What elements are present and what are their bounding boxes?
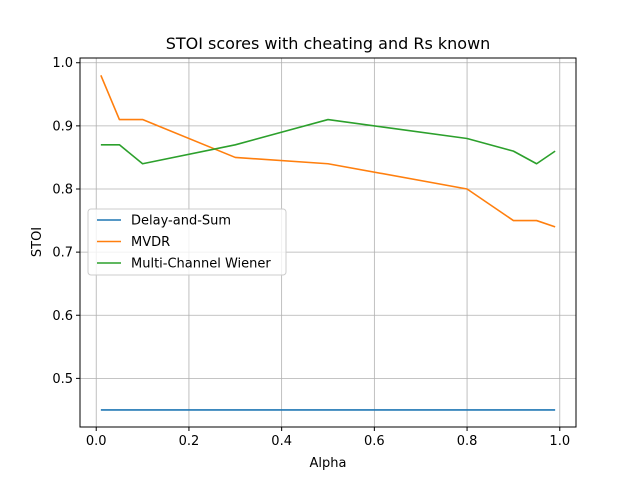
plot-frame bbox=[79, 57, 577, 428]
series-line-multi-channel-wiener bbox=[100, 118, 556, 165]
legend-box bbox=[87, 208, 287, 276]
legend-label: Multi-Channel Wiener bbox=[131, 257, 271, 272]
x-tick-label: 0.2 bbox=[179, 434, 200, 449]
x-tick-label: 0.8 bbox=[457, 434, 478, 449]
x-tick-label: 0.4 bbox=[271, 434, 292, 449]
x-axis-label: Alpha bbox=[310, 456, 347, 471]
series-line-mvdr bbox=[100, 75, 556, 228]
grid-layer bbox=[80, 58, 576, 427]
series-layer bbox=[100, 75, 556, 411]
y-tick-label: 1.0 bbox=[52, 56, 73, 71]
y-tick-label: 0.9 bbox=[52, 119, 73, 134]
y-tick-label: 0.7 bbox=[52, 246, 73, 261]
x-tick-label: 0.0 bbox=[86, 434, 107, 449]
y-tick-label: 0.6 bbox=[52, 309, 73, 324]
legend-label: Delay-and-Sum bbox=[131, 214, 231, 229]
ticks-layer: 0.0 0.2 0.4 0.6 0.8 1.0 0.5 0.6 0.7 0.8 0.9 1.0 bbox=[52, 56, 570, 449]
x-tick-label: 0.6 bbox=[364, 434, 385, 449]
y-tick-label: 0.5 bbox=[52, 372, 73, 387]
x-tick-label: 1.0 bbox=[549, 434, 570, 449]
chart-title: STOI scores with cheating and Rs known bbox=[166, 34, 491, 53]
legend: Delay-and-Sum MVDR Multi-Channel Wiener bbox=[87, 208, 287, 276]
y-tick-label: 0.8 bbox=[52, 182, 73, 197]
y-axis-label: STOI bbox=[30, 227, 45, 257]
legend-label: MVDR bbox=[131, 235, 170, 250]
